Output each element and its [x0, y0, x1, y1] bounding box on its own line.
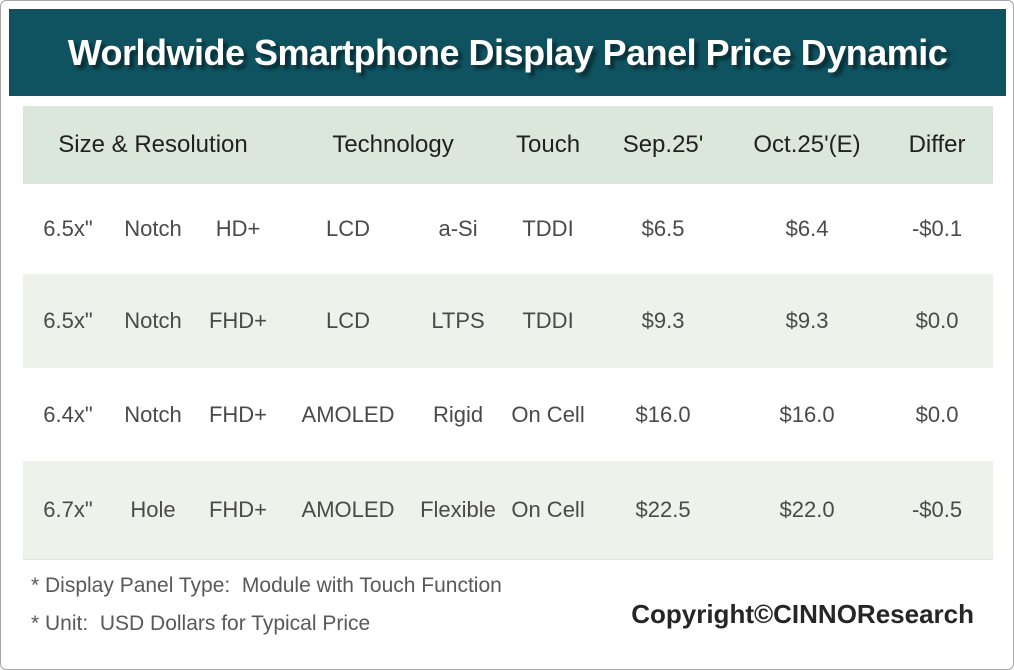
footnotes: * Display Panel Type: Module with Touch … — [31, 567, 502, 643]
column-header-sep25: Sep.25' — [593, 106, 734, 184]
cell-technology: AMOLED — [301, 496, 395, 522]
cell-substrate: Flexible — [420, 496, 496, 522]
cell-resolution: HD+ — [215, 216, 261, 241]
page-title: Worldwide Smartphone Display Panel Price… — [67, 31, 948, 73]
cell-price-oct25e: $16.0 — [779, 401, 835, 427]
cell-technology: LCD — [326, 308, 371, 333]
cell-resolution: FHD+ — [208, 308, 268, 333]
cell-price-oct25e: $22.0 — [779, 496, 835, 522]
cell-substrate: Rigid — [432, 401, 484, 427]
cell-touch: On Cell — [511, 401, 585, 427]
table-row: 6.4x" Notch FHD+ AMOLED Rigid On Cell $1… — [23, 368, 994, 461]
copyright: Copyright©CINNOResearch — [631, 599, 974, 629]
cell-price-oct25e: $6.4 — [785, 216, 829, 241]
cell-technology: AMOLED — [301, 401, 395, 427]
column-header-oct25e: Oct.25'(E) — [733, 106, 882, 184]
cell-resolution: FHD+ — [208, 401, 268, 427]
cell-technology: LCD — [326, 216, 371, 241]
cell-differ: -$0.1 — [911, 216, 963, 241]
table-row: 6.5x" Notch HD+ LCD a-Si TDDI $6.5 $6.4 … — [23, 184, 994, 274]
column-header-technology: Technology — [283, 106, 504, 184]
cell-differ: $0.0 — [915, 401, 959, 427]
cell-substrate: a-Si — [438, 216, 478, 241]
footnote-unit: * Unit: USD Dollars for Typical Price — [31, 612, 371, 635]
table-row: 6.7x" Hole FHD+ AMOLED Flexible On Cell … — [23, 461, 994, 559]
column-header-differ: Differ — [881, 106, 994, 184]
cell-price-sep25: $16.0 — [635, 401, 691, 427]
cell-touch: On Cell — [511, 496, 585, 522]
cell-price-sep25: $6.5 — [641, 216, 685, 241]
cell-size: 6.5x" — [43, 308, 93, 333]
cell-design: Notch — [124, 401, 182, 427]
cell-price-sep25: $9.3 — [641, 308, 685, 333]
cell-touch: TDDI — [522, 216, 574, 241]
title-bar: Worldwide Smartphone Display Panel Price… — [9, 9, 1006, 96]
cell-substrate: LTPS — [431, 308, 485, 333]
cell-differ: $0.0 — [915, 308, 959, 333]
cell-size: 6.5x" — [43, 216, 93, 241]
cell-touch: TDDI — [522, 308, 574, 333]
table-row: 6.5x" Notch FHD+ LCD LTPS TDDI $9.3 $9.3… — [23, 274, 994, 368]
price-table: Size & Resolution Technology Touch Sep.2… — [23, 106, 994, 560]
cell-resolution: FHD+ — [208, 496, 268, 522]
cell-price-sep25: $22.5 — [635, 496, 691, 522]
cell-design: Notch — [124, 308, 182, 333]
cell-design: Notch — [124, 216, 182, 241]
cell-price-oct25e: $9.3 — [785, 308, 829, 333]
cell-design: Hole — [130, 496, 176, 522]
cell-size: 6.7x" — [43, 496, 93, 522]
cell-size: 6.4x" — [43, 401, 93, 427]
footnote-display-panel-type: * Display Panel Type: Module with Touch … — [31, 574, 502, 597]
cell-differ: -$0.5 — [911, 496, 963, 522]
column-header-touch: Touch — [503, 106, 594, 184]
column-header-size-resolution: Size & Resolution — [23, 106, 284, 184]
header-row: Size & Resolution Technology Touch Sep.2… — [23, 106, 994, 184]
